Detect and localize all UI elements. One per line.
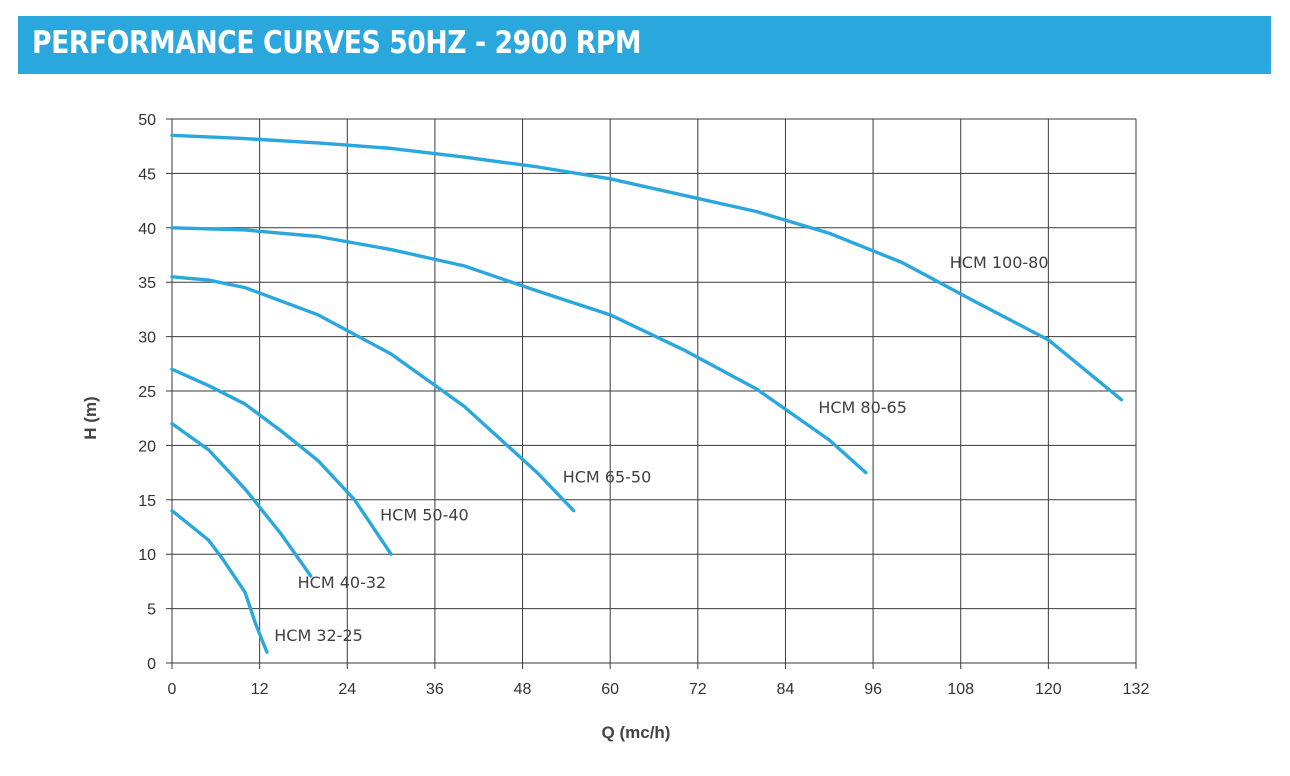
series-line	[170, 508, 269, 654]
x-tick-label: 108	[947, 681, 974, 698]
x-tick-label: 120	[1035, 681, 1062, 698]
x-tick-label: 0	[168, 681, 177, 698]
y-tick-label: 35	[138, 275, 156, 292]
series-label: HCM 40-32	[298, 573, 387, 592]
x-tick-label: 60	[601, 681, 619, 698]
series-label: HCM 80-65	[818, 398, 907, 417]
chart-grid	[166, 118, 1137, 669]
chart-curves	[170, 133, 1124, 654]
series-label: HCM 65-50	[563, 467, 652, 486]
y-tick-label: 10	[138, 547, 156, 564]
y-tick-label: 25	[138, 384, 156, 401]
y-tick-label: 15	[138, 493, 156, 510]
series-line	[170, 367, 393, 556]
curve-labels: HCM 32-25 HCM 40-32 HCM 50-40 HCM 65-50 HCM …	[274, 253, 1048, 645]
y-tick-label: 20	[138, 438, 156, 455]
y-tick-label: 0	[147, 656, 156, 673]
x-tick-label: 36	[426, 681, 444, 698]
y-tick-label: 50	[138, 112, 156, 129]
series-line	[170, 133, 1124, 402]
x-tick-label: 72	[689, 681, 707, 698]
x-tick-label: 48	[514, 681, 532, 698]
x-axis-title: Q (mc/h)	[602, 723, 671, 742]
series-label: HCM 32-25	[274, 626, 363, 645]
y-axis-title: H (m)	[81, 396, 100, 439]
y-tick-label: 5	[147, 602, 156, 619]
series-label: HCM 50-40	[380, 505, 469, 524]
x-tick-label: 12	[251, 681, 269, 698]
series-label: HCM 100-80	[950, 253, 1049, 272]
x-tick-label: 24	[338, 681, 356, 698]
x-tick-label: 96	[864, 681, 882, 698]
series-line	[170, 421, 313, 578]
chart-ticks: 0 12 24 36 48 60 72 84 96 108 120 132 0 5 10 15 20 25 30 35…	[138, 112, 1149, 698]
y-tick-label: 30	[138, 330, 156, 347]
page-title: PERFORMANCE CURVES 50HZ - 2900 RPM	[32, 25, 642, 61]
x-tick-label: 84	[777, 681, 795, 698]
y-tick-label: 40	[138, 221, 156, 238]
y-tick-label: 45	[138, 166, 156, 183]
header-banner: PERFORMANCE CURVES 50HZ - 2900 RPM	[18, 16, 1271, 74]
x-tick-label: 132	[1123, 681, 1150, 698]
series-line	[170, 275, 576, 513]
series-line	[170, 226, 868, 475]
